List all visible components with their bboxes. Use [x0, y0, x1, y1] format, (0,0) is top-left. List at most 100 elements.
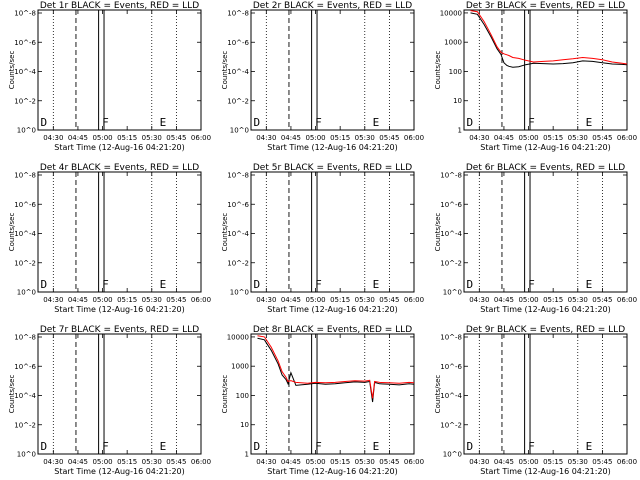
x-tick-label: 06:00 — [404, 458, 424, 466]
chart-title: Det 6r BLACK = Events, RED = LLD — [466, 163, 625, 173]
x-tick-label: 05:15 — [543, 134, 563, 142]
chart-panel-9: Det 9r BLACK = Events, RED = LLD D F E 04:30… — [434, 325, 637, 476]
marker-e: E — [373, 116, 380, 129]
y-tick-label: 10 — [453, 97, 462, 105]
y-tick-label: 10^-4 — [14, 392, 36, 400]
x-tick-label: 04:30 — [256, 134, 276, 142]
plot-frame — [250, 333, 415, 455]
x-tick-label: 04:45 — [68, 134, 88, 142]
x-tick-label: 05:00 — [92, 458, 112, 466]
y-tick-label: 10000 — [440, 9, 462, 17]
x-tick-label: 06:00 — [617, 296, 637, 304]
x-tick-label: 05:15 — [330, 296, 350, 304]
chart-panel-7: Det 7r BLACK = Events, RED = LLD D F E 04:30… — [8, 325, 211, 476]
marker-e: E — [160, 440, 167, 453]
x-tick-label: 05:15 — [117, 134, 137, 142]
plot-frame — [250, 9, 415, 131]
y-tick-label: 10^-4 — [14, 230, 36, 238]
plot-frame — [463, 171, 628, 293]
x-tick-label: 05:00 — [305, 458, 325, 466]
y-tick-label: 10^-6 — [14, 39, 36, 47]
y-tick-label: 10^-2 — [440, 421, 462, 429]
x-tick-label: 06:00 — [191, 458, 211, 466]
series-line-lld — [470, 10, 628, 65]
x-tick-label: 04:45 — [68, 458, 88, 466]
x-tick-label: 06:00 — [191, 296, 211, 304]
marker-f: F — [315, 278, 322, 291]
y-tick-label: 1000 — [444, 39, 462, 47]
marker-f: F — [102, 440, 109, 453]
marker-d: D — [467, 116, 474, 129]
x-axis-label: Start Time (12-Aug-16 04:21:20) — [267, 143, 398, 152]
x-tick-label: 04:45 — [494, 458, 514, 466]
x-tick-label: 05:30 — [142, 296, 162, 304]
series-line-lld — [257, 335, 415, 399]
x-tick-label: 05:45 — [592, 458, 612, 466]
chart-panel-4: Det 4r BLACK = Events, RED = LLD D F E 04:30… — [8, 163, 211, 314]
marker-d: D — [254, 440, 261, 453]
y-tick-label: 10^0 — [17, 127, 36, 135]
y-axis-label: Counts/sec — [8, 51, 16, 90]
y-tick-label: 1 — [245, 451, 249, 459]
plot-frame — [37, 333, 202, 455]
y-tick-label: 10^-4 — [440, 230, 462, 238]
plot-frame — [463, 9, 628, 131]
y-tick-label: 10^-8 — [440, 334, 462, 342]
chart-title: Det 3r BLACK = Events, RED = LLD — [466, 1, 625, 11]
y-tick-label: 10^0 — [230, 289, 249, 297]
marker-f: F — [102, 116, 109, 129]
x-tick-label: 04:30 — [469, 134, 489, 142]
x-tick-label: 05:15 — [330, 458, 350, 466]
marker-f: F — [315, 116, 322, 129]
chart-panel-1: Det 1r BLACK = Events, RED = LLD D F E 04:30… — [8, 1, 211, 152]
x-tick-label: 06:00 — [617, 134, 637, 142]
x-tick-label: 04:45 — [281, 458, 301, 466]
marker-e: E — [586, 278, 593, 291]
x-tick-label: 05:30 — [142, 458, 162, 466]
x-tick-label: 05:30 — [355, 458, 375, 466]
x-axis-label: Start Time (12-Aug-16 04:21:20) — [480, 467, 611, 476]
x-axis-label: Start Time (12-Aug-16 04:21:20) — [267, 305, 398, 314]
chart-title: Det 5r BLACK = Events, RED = LLD — [253, 163, 412, 173]
chart-title: Det 7r BLACK = Events, RED = LLD — [40, 325, 199, 335]
y-tick-label: 10^-2 — [440, 259, 462, 267]
chart-title: Det 2r BLACK = Events, RED = LLD — [253, 1, 412, 11]
chart-title: Det 8r BLACK = Events, RED = LLD — [253, 325, 412, 335]
x-tick-label: 04:45 — [494, 296, 514, 304]
marker-e: E — [586, 116, 593, 129]
x-tick-label: 05:30 — [355, 296, 375, 304]
y-tick-label: 10^-4 — [14, 68, 36, 76]
marker-e: E — [160, 278, 167, 291]
y-tick-label: 10^-2 — [14, 97, 36, 105]
y-tick-label: 10^-2 — [227, 97, 249, 105]
y-tick-label: 10^-8 — [227, 10, 249, 18]
x-axis-label: Start Time (12-Aug-16 04:21:20) — [480, 305, 611, 314]
chart-title: Det 1r BLACK = Events, RED = LLD — [40, 1, 199, 11]
y-tick-label: 10^-6 — [227, 201, 249, 209]
marker-e: E — [160, 116, 167, 129]
marker-e: E — [586, 440, 593, 453]
marker-e: E — [373, 440, 380, 453]
chart-panel-3: Det 3r BLACK = Events, RED = LLD D F E 04:30… — [434, 1, 637, 152]
x-tick-label: 04:45 — [281, 134, 301, 142]
x-axis-label: Start Time (12-Aug-16 04:21:20) — [54, 467, 185, 476]
y-tick-label: 10^0 — [17, 289, 36, 297]
x-tick-label: 04:30 — [469, 458, 489, 466]
x-tick-label: 05:30 — [568, 458, 588, 466]
y-tick-label: 10^-6 — [440, 363, 462, 371]
x-tick-label: 04:30 — [256, 458, 276, 466]
x-tick-label: 04:30 — [256, 296, 276, 304]
y-axis-label: Counts/sec — [434, 213, 442, 252]
plot-frame — [250, 171, 415, 293]
y-axis-label: Counts/sec — [434, 375, 442, 414]
y-tick-label: 10^-8 — [440, 172, 462, 180]
x-tick-label: 06:00 — [191, 134, 211, 142]
chart-title: Det 4r BLACK = Events, RED = LLD — [40, 163, 199, 173]
marker-d: D — [254, 278, 261, 291]
x-tick-label: 04:30 — [43, 458, 63, 466]
x-tick-label: 06:00 — [617, 458, 637, 466]
y-tick-label: 10^-8 — [14, 10, 36, 18]
y-tick-label: 10^-2 — [14, 259, 36, 267]
x-tick-label: 05:30 — [568, 134, 588, 142]
